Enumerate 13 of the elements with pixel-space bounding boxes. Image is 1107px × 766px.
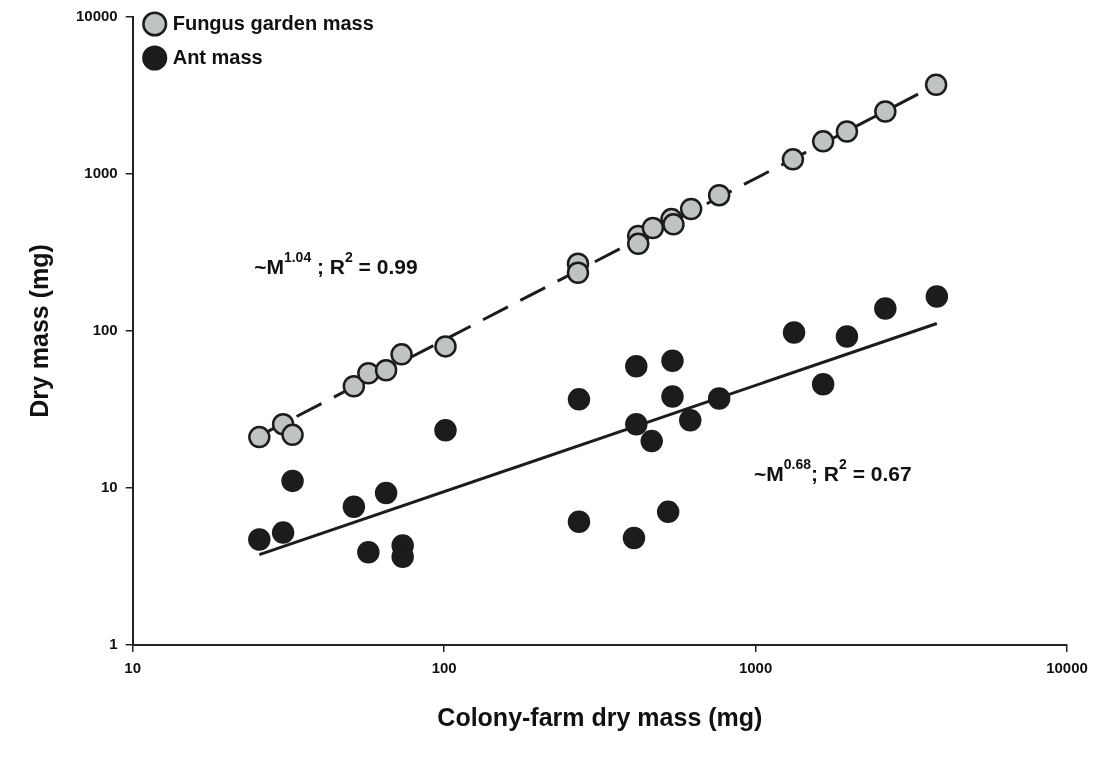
- y-tick-label: 10000: [75, 7, 118, 25]
- y-tick-label: 10: [101, 478, 118, 496]
- x-tick-label: 10: [124, 659, 142, 677]
- legend-label: Ant mass: [172, 45, 263, 68]
- y-axis-title: Dry mass (mg): [24, 244, 53, 418]
- x-axis-title: Colony-farm dry mass (mg): [437, 702, 763, 731]
- y-tick-label: 1000: [84, 164, 118, 182]
- y-tick-label: 1: [109, 635, 118, 653]
- y-tick-label: 100: [92, 321, 118, 339]
- legend-label: Fungus garden mass: [172, 11, 374, 34]
- x-tick-label: 1000: [738, 659, 773, 677]
- x-tick-label: 100: [431, 659, 457, 677]
- x-tick-label: 10000: [1046, 659, 1088, 677]
